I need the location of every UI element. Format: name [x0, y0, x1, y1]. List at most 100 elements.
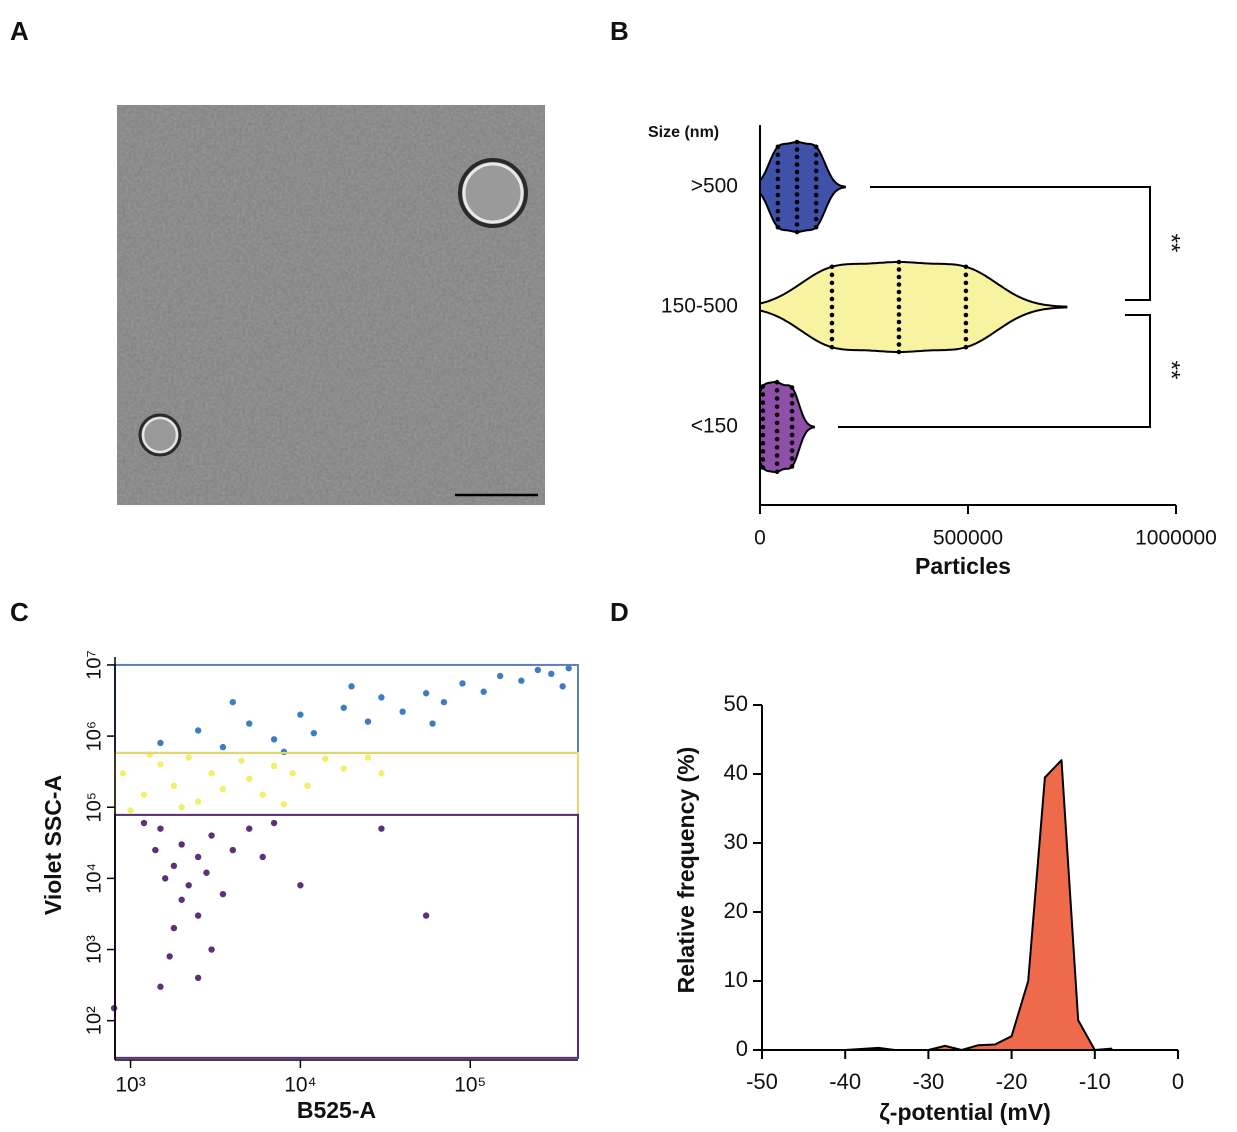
data-point	[775, 224, 781, 230]
data-point	[229, 698, 237, 706]
data-point	[794, 169, 800, 175]
data-point	[119, 770, 126, 777]
data-point	[259, 853, 266, 861]
x-tick-label: 0	[1172, 1069, 1184, 1094]
data-point	[813, 176, 819, 182]
category-label: <150	[691, 415, 738, 438]
data-point	[794, 199, 800, 205]
data-point	[378, 770, 385, 777]
y-axis-title: Relative frequency (%)	[673, 747, 699, 994]
data-point	[774, 469, 780, 475]
data-point	[829, 320, 835, 326]
data-point	[194, 853, 202, 861]
data-point	[813, 224, 819, 230]
x-tick-label: -30	[913, 1069, 945, 1094]
x-tick-label: 1000000	[1135, 527, 1217, 550]
data-point	[178, 804, 185, 811]
panel-label: D	[610, 597, 629, 627]
data-point	[185, 882, 192, 889]
data-point	[229, 846, 237, 854]
x-tick-label: 10³	[115, 1074, 145, 1097]
data-point	[789, 424, 795, 430]
data-point	[208, 832, 215, 839]
data-point	[185, 754, 192, 761]
data-point	[246, 775, 253, 783]
data-point	[896, 342, 902, 347]
data-point	[534, 666, 542, 674]
data-point	[794, 184, 800, 190]
data-point	[178, 841, 185, 848]
data-point	[774, 461, 780, 466]
data-point	[896, 267, 902, 272]
significance-label: **	[1158, 234, 1185, 253]
data-point	[813, 208, 819, 214]
data-point	[194, 912, 202, 919]
data-point	[246, 720, 253, 727]
data-point	[422, 690, 430, 697]
data-point	[170, 862, 178, 870]
data-point	[127, 807, 134, 814]
data-point	[829, 296, 835, 302]
data-point	[963, 272, 969, 278]
data-point	[496, 672, 504, 680]
data-point	[896, 259, 902, 265]
category-title: Size (nm)	[648, 124, 719, 141]
data-point	[789, 408, 795, 414]
data-point	[348, 683, 355, 690]
data-point	[270, 736, 278, 743]
y-tick-label: 30	[724, 829, 748, 854]
data-point	[548, 670, 555, 678]
data-point	[896, 312, 902, 317]
data-point	[322, 755, 329, 762]
data-point	[166, 953, 173, 960]
data-point	[378, 825, 385, 832]
data-point	[789, 393, 795, 398]
data-point	[963, 264, 969, 270]
data-point	[440, 698, 448, 706]
data-point	[518, 677, 525, 684]
data-point	[896, 349, 902, 355]
data-point	[775, 200, 781, 206]
x-tick-label: 10⁴	[284, 1074, 316, 1097]
data-point	[140, 791, 148, 798]
data-point	[760, 465, 766, 470]
x-axis-title: Particles	[915, 553, 1011, 579]
data-point	[963, 304, 969, 310]
significance-bracket	[838, 186, 1151, 428]
data-point	[246, 825, 253, 832]
data-point	[297, 882, 304, 889]
data-point	[170, 924, 178, 932]
data-point	[259, 791, 266, 798]
x-tick-label: -40	[829, 1069, 861, 1094]
data-point	[829, 304, 835, 310]
data-point	[157, 983, 164, 990]
data-point	[789, 401, 795, 406]
data-point	[789, 464, 795, 469]
data-point	[219, 890, 227, 898]
data-point	[813, 160, 819, 166]
data-point	[208, 946, 215, 953]
data-point	[775, 208, 781, 214]
data-point	[775, 176, 781, 182]
data-point	[829, 312, 835, 318]
data-point	[194, 798, 202, 805]
data-point	[297, 711, 304, 718]
data-point	[794, 162, 800, 167]
data-point	[774, 412, 780, 418]
data-point	[896, 274, 902, 280]
data-point	[789, 432, 795, 438]
data-point	[340, 765, 347, 772]
data-point	[422, 912, 430, 919]
data-point	[289, 770, 296, 777]
data-point	[340, 704, 347, 711]
data-point	[813, 192, 819, 198]
data-point	[775, 152, 781, 158]
data-point	[774, 396, 780, 401]
data-point	[774, 388, 780, 393]
data-point	[963, 288, 969, 294]
data-point	[896, 297, 902, 302]
data-point	[789, 456, 795, 461]
data-point	[280, 748, 288, 756]
panel-label: C	[10, 597, 29, 627]
